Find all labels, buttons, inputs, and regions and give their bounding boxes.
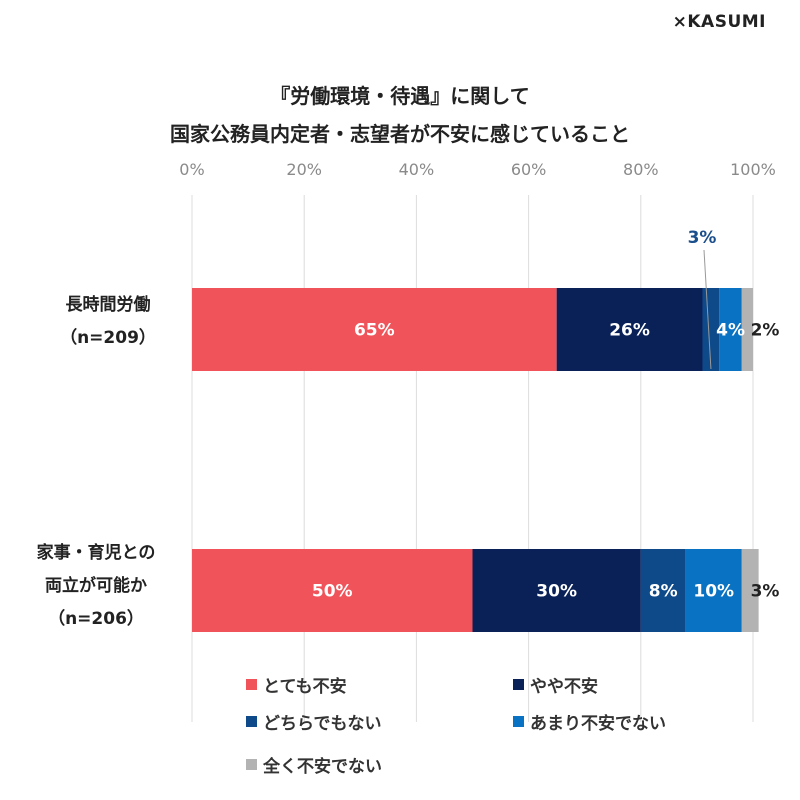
legend-label-3: あまり不安でない (530, 714, 666, 734)
legend-label-4: 全く不安でない (263, 757, 382, 777)
legend-swatch-3 (513, 716, 524, 727)
data-label-1-2: 8% (649, 582, 678, 602)
bar-0-2 (702, 288, 720, 371)
category-1-line-0: 家事・育児との (36, 543, 156, 563)
legend-item-3: あまり不安でない (513, 709, 666, 734)
bar-1-1 (472, 549, 641, 632)
data-label-1-3: 10% (693, 582, 734, 602)
x-tick-label-0: 0% (179, 160, 204, 179)
data-label-1-4: 3% (751, 582, 780, 602)
data-label-0-0: 65% (354, 321, 395, 341)
bar-1-4 (741, 549, 759, 632)
legend-swatch-4 (246, 759, 257, 770)
category-1-line-1: 両立が可能か (45, 576, 147, 596)
callout-leader-0-2 (703, 249, 712, 370)
x-tick-label-2: 40% (399, 160, 435, 179)
category-label-1: 家事・育児との 両立が可能か （n=206） (6, 537, 186, 636)
data-label-0-1: 26% (609, 321, 650, 341)
brand-logo: ×KASUMI (672, 12, 766, 32)
bar-0-0 (192, 288, 557, 371)
legend-item-1: やや不安 (513, 672, 598, 697)
chart-title-line-2: 国家公務員内定者・志望者が不安に感じていること (170, 122, 630, 146)
category-1-line-2: （n=206） (48, 609, 144, 629)
legend-swatch-2 (246, 716, 257, 727)
x-tick-label-5: 100% (730, 160, 776, 179)
data-label-1-0: 50% (312, 582, 353, 602)
bar-0-3 (719, 288, 742, 371)
bar-1-0 (192, 549, 473, 632)
legend-swatch-0 (246, 679, 257, 690)
legend-item-4: 全く不安でない (246, 752, 382, 777)
x-tick-label-3: 60% (511, 160, 547, 179)
legend-item-0: とても不安 (246, 672, 347, 697)
legend-swatch-1 (513, 679, 524, 690)
x-tick-label-1: 20% (286, 160, 322, 179)
bar-1-3 (685, 549, 742, 632)
category-label-0: 長時間労働 （n=209） (18, 289, 198, 355)
legend-label-1: やや不安 (530, 677, 598, 697)
data-label-1-1: 30% (536, 582, 577, 602)
data-label-0-4: 2% (751, 321, 780, 341)
data-label-0-2: 3% (688, 228, 717, 248)
x-tick-label-4: 80% (623, 160, 659, 179)
category-0-line-1: （n=209） (60, 328, 156, 348)
data-label-0-3: 4% (716, 321, 745, 341)
chart-title-line-1: 『労働環境・待遇』に関して (270, 84, 530, 108)
bar-0-4 (741, 288, 753, 371)
category-0-line-0: 長時間労働 (65, 295, 151, 315)
legend-label-0: とても不安 (263, 677, 347, 697)
legend-item-2: どちらでもない (246, 709, 382, 734)
bar-1-2 (640, 549, 686, 632)
legend-label-2: どちらでもない (263, 714, 382, 734)
bar-0-1 (556, 288, 703, 371)
